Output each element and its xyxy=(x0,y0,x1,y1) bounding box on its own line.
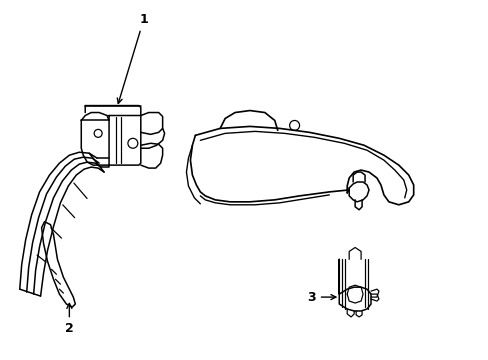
Text: 1: 1 xyxy=(117,13,148,103)
Text: 2: 2 xyxy=(65,303,74,336)
Text: 3: 3 xyxy=(306,291,335,303)
